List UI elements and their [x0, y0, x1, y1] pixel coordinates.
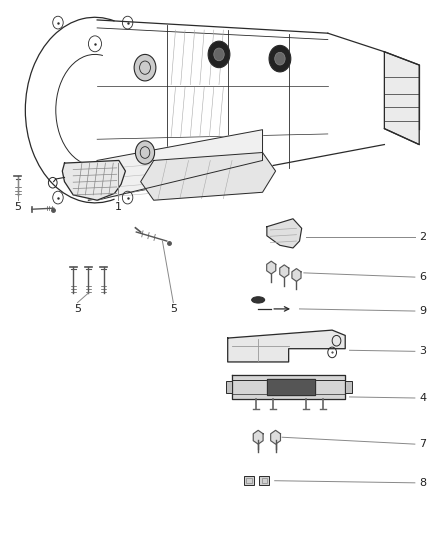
Polygon shape	[97, 130, 262, 200]
Polygon shape	[141, 152, 276, 200]
Text: 9: 9	[419, 306, 426, 316]
Polygon shape	[62, 160, 125, 200]
Polygon shape	[232, 375, 345, 399]
Polygon shape	[385, 52, 419, 144]
Bar	[226, 381, 232, 393]
Text: 6: 6	[419, 272, 426, 282]
Polygon shape	[253, 430, 263, 444]
Text: 4: 4	[419, 393, 426, 403]
Circle shape	[275, 52, 285, 65]
Bar	[345, 381, 352, 393]
Circle shape	[134, 54, 156, 81]
Circle shape	[269, 45, 291, 72]
Polygon shape	[228, 330, 345, 362]
FancyBboxPatch shape	[244, 476, 254, 486]
Polygon shape	[292, 269, 301, 281]
FancyBboxPatch shape	[259, 476, 269, 486]
Ellipse shape	[252, 297, 265, 303]
Polygon shape	[267, 379, 315, 395]
Text: 1: 1	[114, 202, 121, 212]
Circle shape	[214, 48, 224, 61]
Text: 2: 2	[419, 232, 426, 242]
Text: 3: 3	[419, 346, 426, 357]
Text: 8: 8	[419, 478, 426, 488]
Text: 7: 7	[419, 439, 426, 449]
Text: 5: 5	[14, 202, 21, 212]
Circle shape	[208, 41, 230, 68]
Text: 5: 5	[74, 304, 81, 313]
Polygon shape	[271, 430, 280, 444]
Polygon shape	[280, 265, 289, 278]
Text: 5: 5	[170, 304, 177, 313]
Circle shape	[135, 141, 155, 164]
Polygon shape	[267, 219, 302, 248]
Polygon shape	[267, 261, 276, 274]
